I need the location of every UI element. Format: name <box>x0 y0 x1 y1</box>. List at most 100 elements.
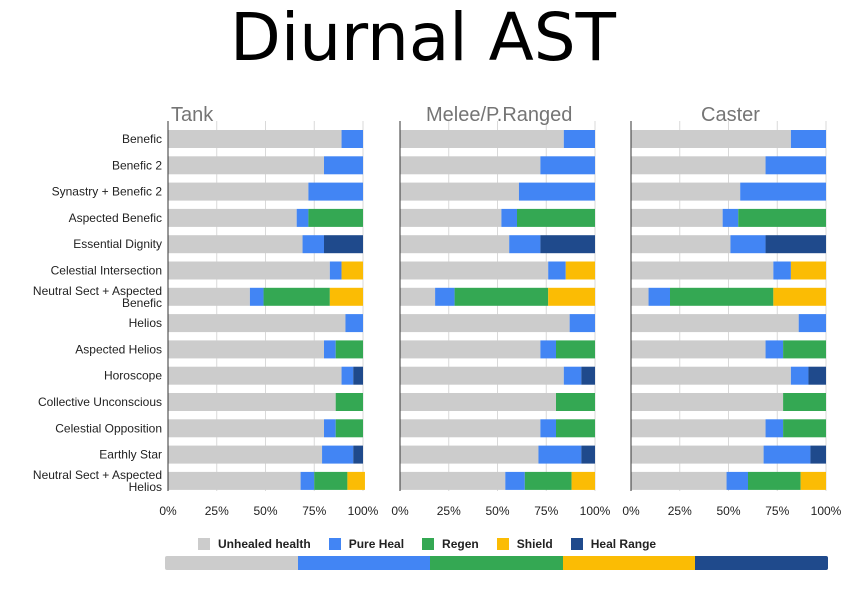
bar-tank-synastry-benefic-2-unhealed-health <box>168 182 309 201</box>
bar-caster-benefic-unhealed-health <box>631 130 791 148</box>
bar-tank-neutral-sect-aspected-helios-shield <box>347 471 365 490</box>
bar-melee-p-ranged-neutral-sect-aspected-helios-shield <box>571 471 595 490</box>
bar-melee-p-ranged-helios-unhealed-health <box>400 314 570 333</box>
bar-melee-p-ranged-celestial-intersection-pure-heal <box>548 261 566 280</box>
bar-melee-p-ranged-benefic-2-pure-heal <box>540 156 595 175</box>
bar-caster-celestial-opposition-pure-heal <box>765 419 784 438</box>
bar-melee-p-ranged-horoscope-unhealed-health <box>400 366 564 385</box>
bar-caster-synastry-benefic-2-pure-heal <box>740 182 826 201</box>
bar-caster-helios-pure-heal <box>798 314 826 333</box>
legend-item-regen: Regen <box>422 537 479 551</box>
bar-melee-p-ranged-celestial-opposition-regen <box>556 419 595 438</box>
bar-caster-collective-unconscious-regen <box>783 393 826 411</box>
bar-tank-horoscope-unhealed-health <box>168 366 342 385</box>
bar-tank-aspected-benefic-unhealed-health <box>168 208 297 227</box>
bar-caster-neutral-sect-aspected-benefic-shield <box>773 287 826 306</box>
bar-melee-p-ranged-aspected-benefic-pure-heal <box>501 208 517 227</box>
bar-caster-neutral-sect-aspected-helios-pure-heal <box>726 471 748 490</box>
bar-tank-essential-dignity-heal-range <box>324 235 363 254</box>
bar-caster-aspected-benefic-regen <box>738 208 826 227</box>
bar-caster-horoscope-pure-heal <box>790 366 809 385</box>
bar-caster-horoscope-unhealed-health <box>631 366 791 385</box>
bar-caster-neutral-sect-aspected-benefic-pure-heal <box>648 287 670 306</box>
chart-title: Diurnal AST <box>230 0 616 76</box>
x-tick-label: 100% <box>348 504 379 518</box>
color-strip-segment-shield <box>562 556 696 570</box>
bar-melee-p-ranged-neutral-sect-aspected-benefic-pure-heal <box>435 287 455 306</box>
category-label-neutral-sect-aspected-helios: Neutral Sect + Aspected Helios <box>33 468 162 494</box>
bar-tank-neutral-sect-aspected-benefic-pure-heal <box>249 287 264 306</box>
category-label-collective-unconscious: Collective Unconscious <box>38 395 162 409</box>
bar-tank-essential-dignity-pure-heal <box>302 235 324 254</box>
category-label-neutral-sect-aspected-benefic: Neutral Sect + Aspected Benefic <box>33 284 162 310</box>
legend-label: Shield <box>516 537 553 551</box>
legend: Unhealed health Pure Heal Regen Shield Heal … <box>198 536 674 552</box>
legend-item-pure-heal: Pure Heal <box>328 537 404 551</box>
bar-melee-p-ranged-benefic-2-unhealed-health <box>400 156 541 175</box>
bar-melee-p-ranged-aspected-helios-pure-heal <box>540 340 556 359</box>
bar-tank-neutral-sect-aspected-benefic-regen <box>263 287 330 306</box>
category-label-celestial-opposition: Celestial Opposition <box>55 421 162 435</box>
bar-caster-synastry-benefic-2-unhealed-health <box>631 182 741 201</box>
x-tick-label: 75% <box>534 504 558 518</box>
bar-tank-horoscope-heal-range <box>353 366 363 385</box>
legend-swatch <box>570 538 583 550</box>
bar-caster-horoscope-heal-range <box>808 366 826 385</box>
bar-caster-celestial-intersection-unhealed-health <box>631 261 774 280</box>
legend-swatch <box>198 538 210 550</box>
bar-tank-earthly-star-heal-range <box>353 445 363 464</box>
x-tick-label: 25% <box>668 504 692 518</box>
bar-caster-collective-unconscious-unhealed-health <box>631 393 784 411</box>
x-tick-label: 50% <box>253 504 277 518</box>
bar-tank-essential-dignity-unhealed-health <box>168 235 303 254</box>
legend-item-shield: Shield <box>496 537 553 551</box>
x-tick-label: 50% <box>485 504 509 518</box>
legend-label: Regen <box>442 537 479 551</box>
legend-label: Heal Range <box>590 537 657 551</box>
bar-melee-p-ranged-synastry-benefic-2-pure-heal <box>518 182 595 201</box>
legend-swatch <box>422 538 435 550</box>
bar-melee-p-ranged-horoscope-pure-heal <box>563 366 582 385</box>
bar-caster-celestial-intersection-pure-heal <box>773 261 791 280</box>
panel-title-tank: Tank <box>171 104 214 126</box>
bar-tank-aspected-benefic-pure-heal <box>296 208 309 227</box>
bar-caster-celestial-opposition-unhealed-health <box>631 419 766 438</box>
x-tick-label: 75% <box>765 504 789 518</box>
bar-tank-benefic-2-unhealed-health <box>168 156 324 175</box>
bar-caster-essential-dignity-pure-heal <box>730 235 766 254</box>
bar-melee-p-ranged-helios-pure-heal <box>569 314 595 333</box>
bar-tank-collective-unconscious-unhealed-health <box>168 393 336 411</box>
bar-caster-neutral-sect-aspected-benefic-regen <box>670 287 774 306</box>
bar-melee-p-ranged-neutral-sect-aspected-helios-pure-heal <box>505 471 525 490</box>
bar-tank-celestial-opposition-pure-heal <box>324 419 336 438</box>
bar-tank-aspected-helios-pure-heal <box>324 340 336 359</box>
bar-melee-p-ranged-collective-unconscious-unhealed-health <box>400 393 556 411</box>
bar-tank-synastry-benefic-2-pure-heal <box>308 182 363 201</box>
bar-caster-aspected-helios-regen <box>783 340 826 359</box>
bar-tank-celestial-intersection-unhealed-health <box>168 261 330 280</box>
bar-tank-horoscope-pure-heal <box>341 366 354 385</box>
x-tick-label: 0% <box>391 504 409 518</box>
bar-caster-aspected-benefic-unhealed-health <box>631 208 723 227</box>
bar-caster-earthly-star-unhealed-health <box>631 445 764 464</box>
bar-caster-earthly-star-pure-heal <box>763 445 811 464</box>
bar-melee-p-ranged-aspected-helios-unhealed-health <box>400 340 541 359</box>
bar-melee-p-ranged-collective-unconscious-regen <box>556 393 595 411</box>
bar-melee-p-ranged-essential-dignity-unhealed-health <box>400 235 510 254</box>
bar-tank-neutral-sect-aspected-helios-unhealed-health <box>168 471 301 490</box>
x-tick-label: 50% <box>716 504 740 518</box>
bar-tank-collective-unconscious-regen <box>335 393 363 411</box>
color-strip-segment-pure-heal <box>297 556 431 570</box>
legend-item-heal-range: Heal Range <box>570 537 657 551</box>
bar-melee-p-ranged-neutral-sect-aspected-benefic-regen <box>454 287 549 306</box>
legend-swatch <box>328 538 341 550</box>
bar-melee-p-ranged-celestial-opposition-pure-heal <box>540 419 556 438</box>
bar-tank-benefic-unhealed-health <box>168 130 342 148</box>
panel-title-caster: Caster <box>701 104 760 126</box>
category-label-essential-dignity: Essential Dignity <box>73 237 162 251</box>
category-label-aspected-benefic: Aspected Benefic <box>69 211 162 225</box>
bar-melee-p-ranged-aspected-helios-regen <box>556 340 595 359</box>
bar-melee-p-ranged-celestial-intersection-shield <box>565 261 595 280</box>
category-label-aspected-helios: Aspected Helios <box>75 342 162 356</box>
